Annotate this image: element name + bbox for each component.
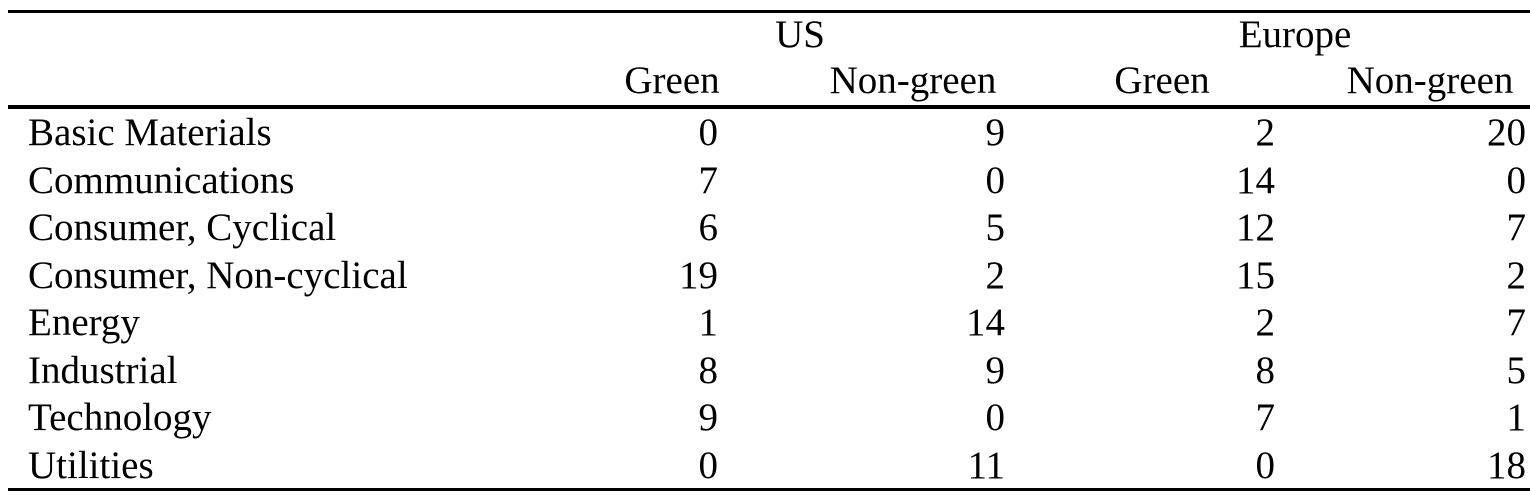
cell-eu-green: 15	[1236, 253, 1275, 297]
cell-us-nongreen: 9	[985, 111, 1006, 154]
group-header-europe: Europe	[1238, 13, 1352, 56]
row-label: Communications	[28, 158, 295, 202]
cell-us-nongreen: 9	[985, 348, 1006, 392]
cell-us-nongreen: 11	[967, 443, 1005, 487]
cell-eu-nongreen: 2	[1506, 253, 1527, 297]
row-label: Consumer, Cyclical	[28, 206, 337, 249]
cell-us-green: 6	[698, 206, 719, 249]
top-rule	[8, 10, 1530, 13]
cell-eu-nongreen: 18	[1487, 443, 1526, 487]
cell-eu-nongreen: 7	[1506, 206, 1527, 249]
header-rule	[8, 105, 1530, 109]
cell-us-nongreen: 0	[985, 158, 1006, 202]
row-label: Technology	[28, 396, 212, 439]
cell-us-nongreen: 0	[985, 396, 1006, 439]
cell-eu-nongreen: 0	[1506, 158, 1527, 202]
subheader-eu-nongreen: Non-green	[1346, 59, 1514, 102]
cell-eu-nongreen: 7	[1506, 301, 1527, 344]
cell-eu-nongreen: 20	[1487, 111, 1526, 154]
cell-us-green: 0	[698, 111, 719, 154]
cell-eu-nongreen: 5	[1506, 348, 1527, 392]
bottom-rule	[8, 488, 1530, 491]
cell-us-green: 8	[698, 348, 719, 392]
row-label: Consumer, Non-cyclical	[28, 253, 408, 297]
row-label: Basic Materials	[28, 111, 272, 154]
cell-us-nongreen: 14	[966, 301, 1005, 344]
cell-eu-green: 14	[1236, 158, 1275, 202]
cell-eu-green: 2	[1255, 111, 1276, 154]
cell-us-nongreen: 2	[985, 253, 1006, 297]
subheader-us-nongreen: Non-green	[829, 59, 997, 102]
cell-eu-green: 12	[1236, 206, 1275, 249]
subheader-eu-green: Green	[1114, 59, 1210, 102]
cell-us-green: 19	[679, 253, 718, 297]
row-label: Industrial	[28, 348, 178, 392]
cell-eu-green: 2	[1255, 301, 1276, 344]
cell-us-green: 7	[698, 158, 719, 202]
cell-eu-green: 0	[1255, 443, 1276, 487]
cell-eu-nongreen: 1	[1506, 396, 1527, 439]
group-header-us: US	[775, 13, 825, 56]
cell-us-green: 1	[698, 301, 719, 344]
cell-us-green: 9	[698, 396, 719, 439]
subheader-us-green: Green	[624, 59, 720, 102]
cell-us-nongreen: 5	[985, 206, 1006, 249]
row-label: Energy	[28, 301, 140, 344]
row-label: Utilities	[28, 443, 154, 487]
cell-eu-green: 7	[1255, 396, 1276, 439]
cell-eu-green: 8	[1255, 348, 1276, 392]
cell-us-green: 0	[698, 443, 719, 487]
